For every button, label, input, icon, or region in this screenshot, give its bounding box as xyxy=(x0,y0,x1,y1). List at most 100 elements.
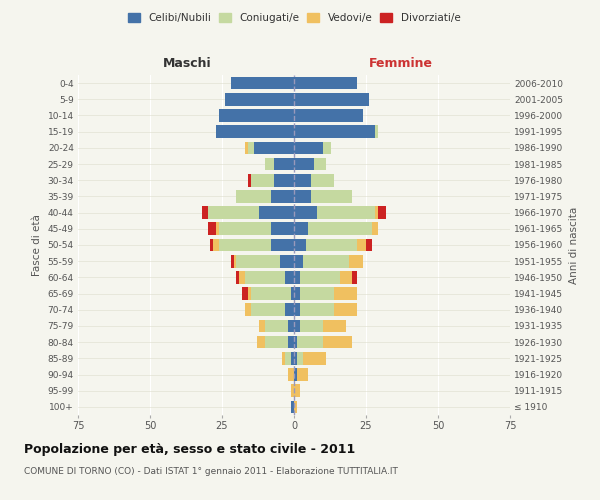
Bar xyxy=(294,368,297,381)
Bar xyxy=(314,158,326,170)
Bar xyxy=(323,320,346,332)
Text: Femmine: Femmine xyxy=(368,57,433,70)
Bar xyxy=(257,336,265,348)
Bar xyxy=(230,255,233,268)
Bar xyxy=(283,352,286,364)
Bar xyxy=(251,174,274,186)
Bar xyxy=(245,271,286,283)
Bar xyxy=(288,368,294,381)
Bar xyxy=(225,93,294,106)
Bar xyxy=(311,190,352,202)
Bar xyxy=(236,190,271,202)
Bar xyxy=(294,126,374,138)
Bar xyxy=(286,304,294,316)
Bar xyxy=(219,109,294,122)
Bar xyxy=(280,255,294,268)
Bar xyxy=(214,238,219,252)
Bar xyxy=(294,400,297,413)
Bar xyxy=(291,384,294,397)
Bar xyxy=(300,304,334,316)
Bar xyxy=(271,190,294,202)
Bar xyxy=(323,142,331,154)
Bar xyxy=(294,320,300,332)
Bar xyxy=(294,174,311,186)
Bar xyxy=(374,206,377,219)
Bar xyxy=(265,158,274,170)
Bar xyxy=(245,142,248,154)
Bar xyxy=(294,142,323,154)
Bar xyxy=(308,222,372,235)
Legend: Celibi/Nubili, Coniugati/e, Vedovi/e, Divorziati/e: Celibi/Nubili, Coniugati/e, Vedovi/e, Di… xyxy=(125,10,463,26)
Bar xyxy=(291,288,294,300)
Bar xyxy=(265,336,288,348)
Text: Popolazione per età, sesso e stato civile - 2011: Popolazione per età, sesso e stato civil… xyxy=(24,442,355,456)
Bar xyxy=(202,206,208,219)
Bar xyxy=(233,255,236,268)
Bar xyxy=(294,288,300,300)
Bar xyxy=(239,271,245,283)
Bar xyxy=(294,304,300,316)
Bar xyxy=(334,304,358,316)
Bar xyxy=(288,336,294,348)
Bar xyxy=(352,271,358,283)
Bar xyxy=(248,288,251,300)
Bar xyxy=(271,222,294,235)
Bar xyxy=(251,288,291,300)
Bar xyxy=(294,158,314,170)
Bar xyxy=(208,222,216,235)
Bar xyxy=(294,255,302,268)
Bar xyxy=(236,255,280,268)
Bar xyxy=(323,336,352,348)
Bar xyxy=(286,271,294,283)
Bar xyxy=(248,174,251,186)
Bar xyxy=(300,271,340,283)
Bar xyxy=(219,238,271,252)
Bar xyxy=(372,222,377,235)
Bar xyxy=(230,77,294,90)
Bar xyxy=(349,255,363,268)
Bar xyxy=(311,174,334,186)
Text: COMUNE DI TORNO (CO) - Dati ISTAT 1° gennaio 2011 - Elaborazione TUTTITALIA.IT: COMUNE DI TORNO (CO) - Dati ISTAT 1° gen… xyxy=(24,468,398,476)
Y-axis label: Fasce di età: Fasce di età xyxy=(32,214,42,276)
Bar xyxy=(216,222,219,235)
Bar xyxy=(208,206,259,219)
Bar xyxy=(294,384,300,397)
Bar xyxy=(271,238,294,252)
Bar xyxy=(366,238,372,252)
Bar xyxy=(294,336,297,348)
Bar xyxy=(302,255,349,268)
Bar xyxy=(294,190,311,202)
Bar xyxy=(274,158,294,170)
Bar xyxy=(294,222,308,235)
Bar xyxy=(297,352,302,364)
Bar xyxy=(374,126,377,138)
Bar xyxy=(274,174,294,186)
Bar xyxy=(294,271,300,283)
Bar xyxy=(297,368,308,381)
Bar xyxy=(334,288,358,300)
Bar xyxy=(288,320,294,332)
Bar xyxy=(236,271,239,283)
Bar xyxy=(300,320,323,332)
Bar xyxy=(211,238,214,252)
Bar xyxy=(294,206,317,219)
Bar xyxy=(245,304,251,316)
Bar xyxy=(294,109,363,122)
Bar xyxy=(340,271,352,283)
Text: Maschi: Maschi xyxy=(163,57,212,70)
Bar xyxy=(291,400,294,413)
Bar xyxy=(294,77,358,90)
Bar xyxy=(251,304,286,316)
Bar xyxy=(216,126,294,138)
Bar xyxy=(317,206,374,219)
Bar xyxy=(259,320,265,332)
Bar xyxy=(300,288,334,300)
Bar xyxy=(286,352,291,364)
Bar xyxy=(294,93,369,106)
Bar xyxy=(294,238,305,252)
Bar xyxy=(259,206,294,219)
Bar xyxy=(302,352,326,364)
Bar xyxy=(294,352,297,364)
Bar xyxy=(305,238,358,252)
Bar xyxy=(242,288,248,300)
